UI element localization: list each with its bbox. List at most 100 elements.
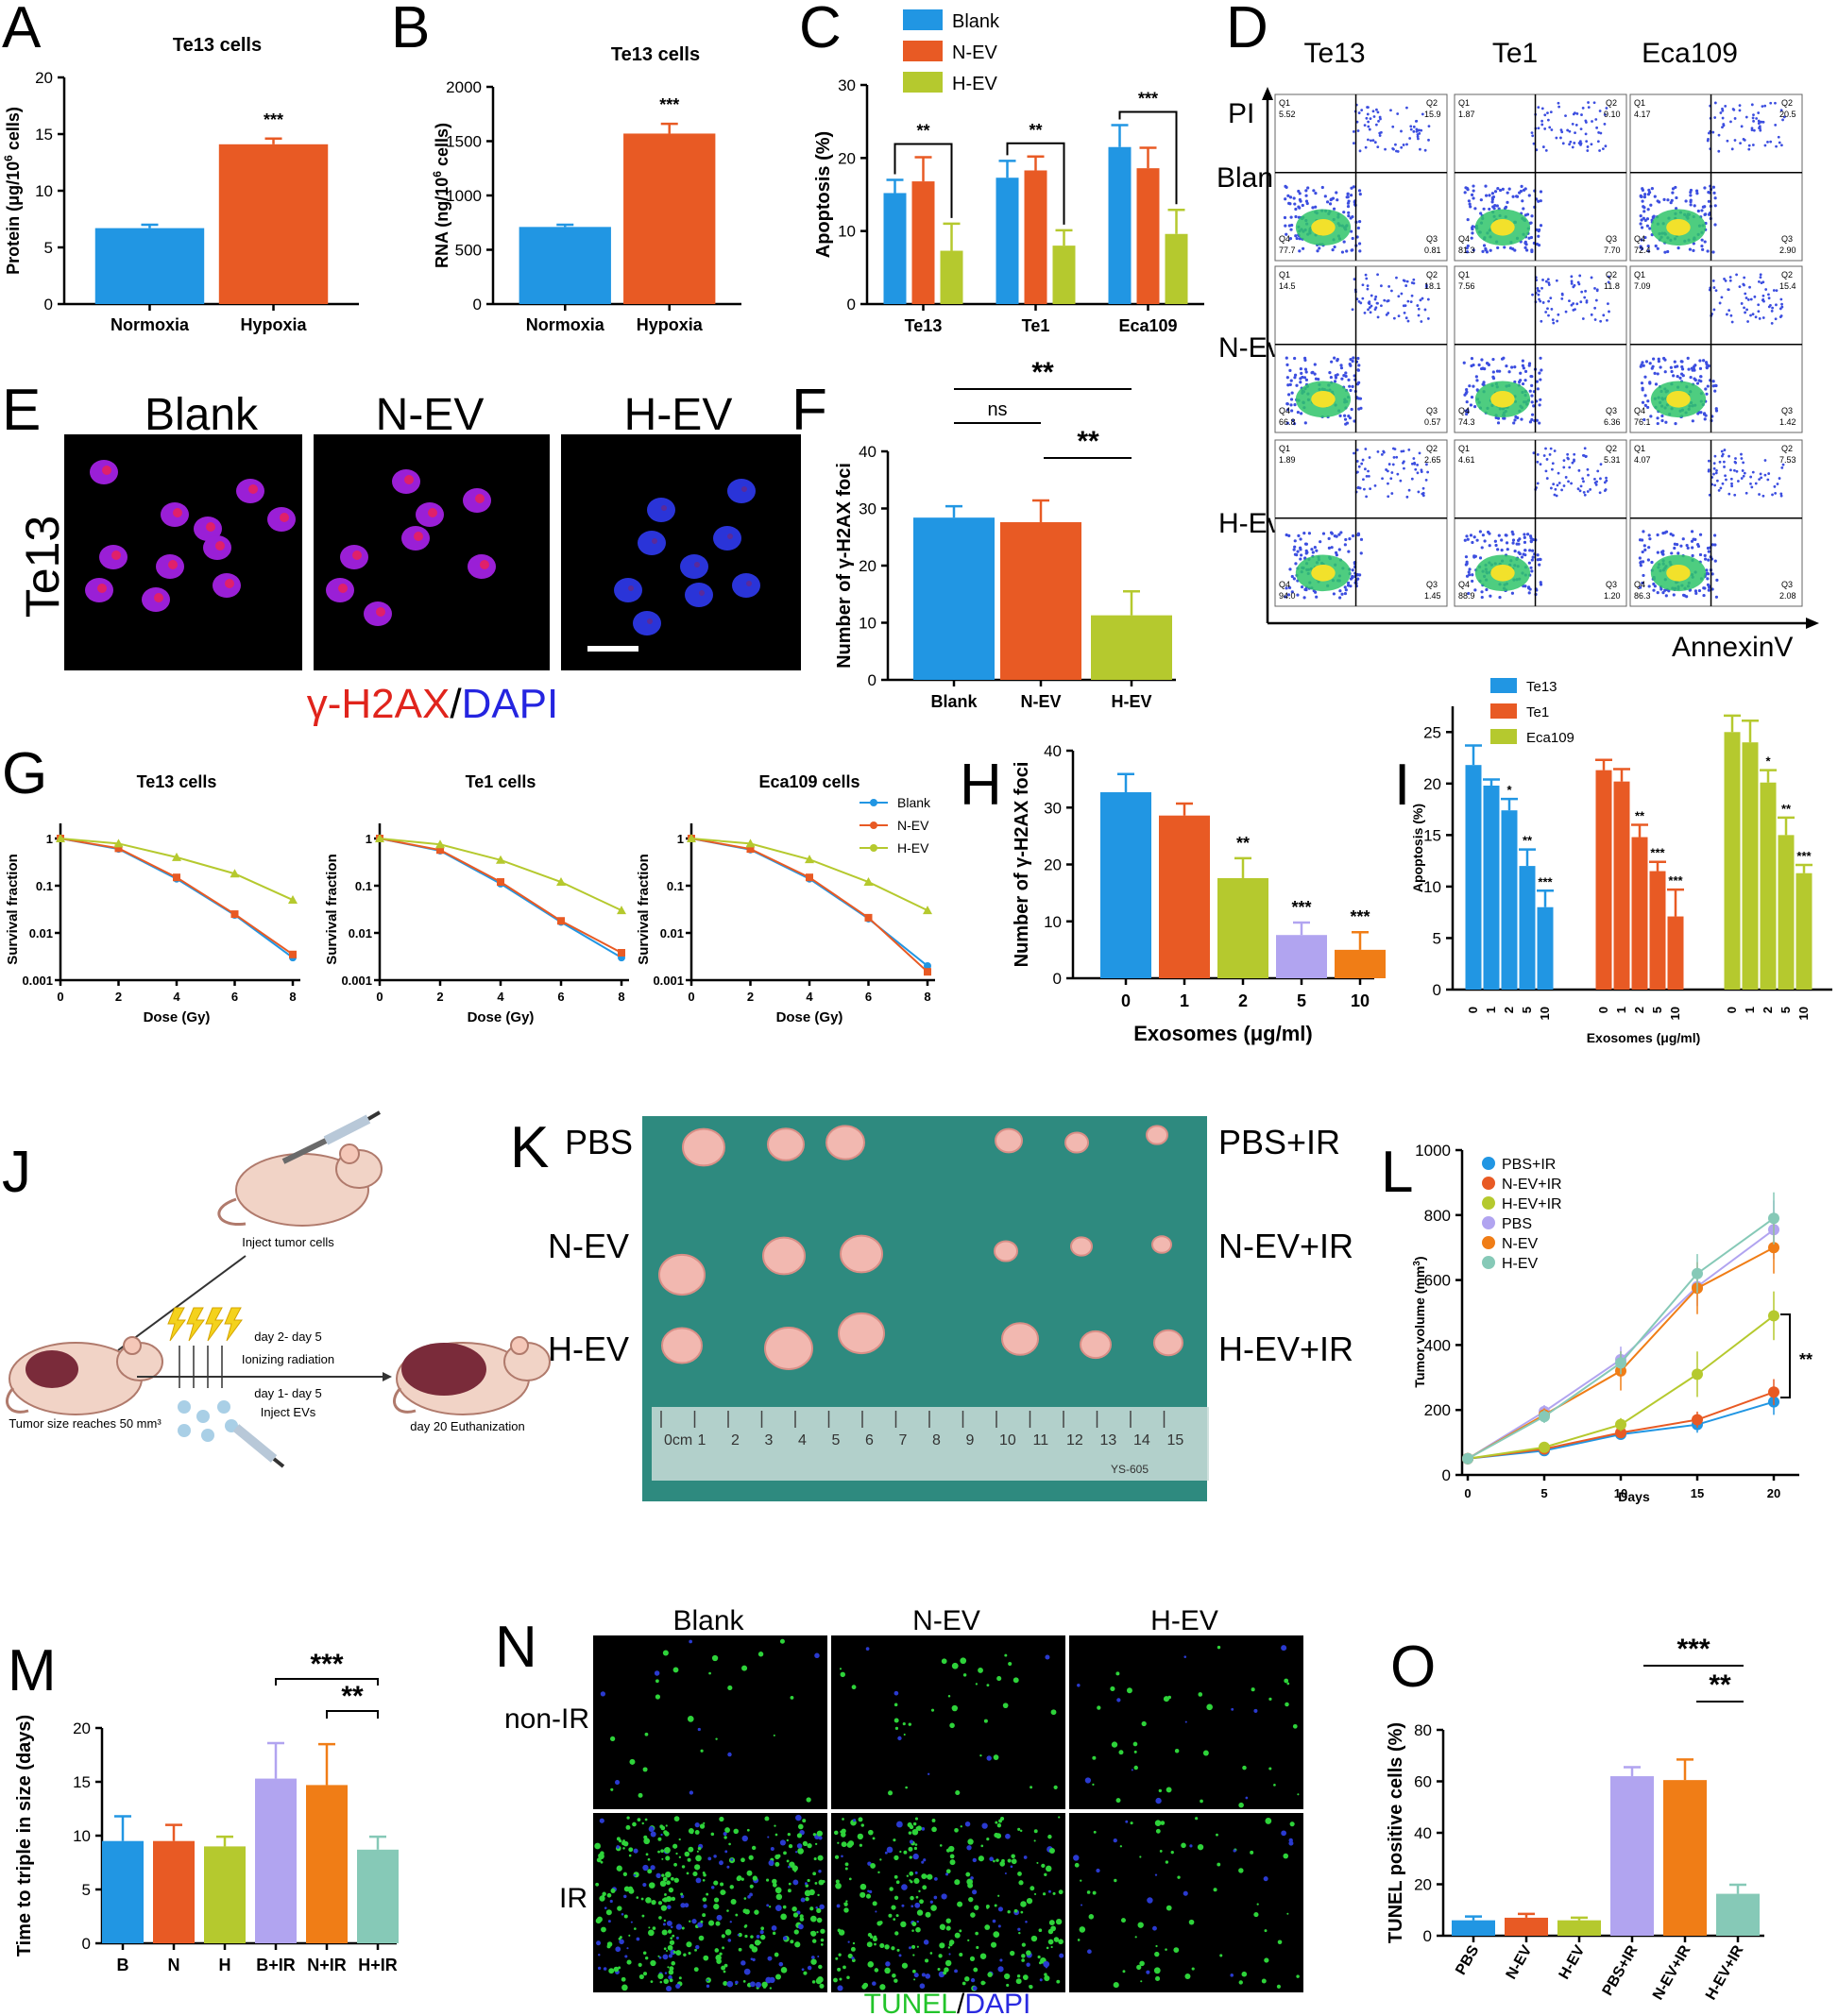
ytick-label: 1 bbox=[366, 832, 372, 846]
q4-value: 81.3 bbox=[1458, 246, 1475, 255]
bar-b+ir bbox=[255, 1778, 297, 1943]
chart-a-title: Te13 cells bbox=[173, 35, 262, 56]
chart-h-ytick-label: 0 bbox=[1053, 970, 1062, 988]
chart-a-protein: Te13 cells 0 5 10 15 20 Normoxia Hypoxia *** Prot… bbox=[2, 35, 359, 334]
bar-pbs bbox=[1452, 1920, 1495, 1936]
bar-n-ev bbox=[1505, 1917, 1548, 1936]
tumor bbox=[1146, 1125, 1168, 1145]
q3-value: 7.70 bbox=[1604, 246, 1621, 255]
x-tick-label: H-EV bbox=[1111, 692, 1151, 711]
q2-value: 5.31 bbox=[1604, 455, 1621, 465]
legend-label: Te13 bbox=[1526, 679, 1557, 695]
legend-marker bbox=[1482, 1196, 1495, 1210]
sig-bracket bbox=[1006, 142, 1065, 225]
x-tick-label: 1 bbox=[1484, 1007, 1498, 1013]
bar-h-ev bbox=[1091, 615, 1172, 680]
j-days-ir: day 2- day 5 bbox=[254, 1330, 322, 1344]
x-tick-label: 2 bbox=[1238, 991, 1248, 1010]
ytick-label: 0.1 bbox=[355, 879, 372, 893]
k-left-nev: N-EV bbox=[548, 1227, 629, 1265]
x-tick-label: Hypoxia bbox=[637, 315, 704, 334]
tumor bbox=[840, 1234, 883, 1274]
k-right-nevir: N-EV+IR bbox=[1218, 1227, 1353, 1265]
panel-label-d: D bbox=[1226, 0, 1268, 60]
sig-label: ** bbox=[1781, 802, 1792, 816]
point bbox=[230, 910, 239, 919]
q1-value: 4.07 bbox=[1634, 455, 1651, 465]
ruler-mark: 8 bbox=[932, 1432, 941, 1448]
tumor bbox=[1070, 1236, 1093, 1257]
chart-h-ytick-label: 40 bbox=[1044, 742, 1062, 760]
sig-label: ** bbox=[1236, 834, 1250, 853]
xtick-label: 6 bbox=[231, 990, 238, 1004]
bar-dose-1 bbox=[1159, 815, 1210, 978]
x-tick-label: 1 bbox=[1614, 1007, 1628, 1013]
xtick-label: 2 bbox=[436, 990, 443, 1004]
legend-swatch bbox=[1490, 729, 1517, 744]
bar-h-ev-te1 bbox=[1052, 246, 1076, 304]
x-tick-label: B bbox=[117, 1956, 129, 1974]
j-arrow-1 bbox=[117, 1255, 247, 1351]
svg-text:Q2: Q2 bbox=[1781, 444, 1793, 453]
chart-o-ylabel: TUNEL positive cells (%) bbox=[1386, 1722, 1406, 1943]
q2-value: 7.53 bbox=[1779, 455, 1796, 465]
chart-b-title: Te13 cells bbox=[611, 44, 700, 65]
q3-value: 0.57 bbox=[1424, 417, 1441, 427]
q4-value: 88.9 bbox=[1458, 591, 1475, 601]
n-col-blank: Blank bbox=[672, 1605, 744, 1636]
q4-value: 76.1 bbox=[1634, 417, 1651, 427]
x-tick-label: N-EV bbox=[1504, 1942, 1536, 1982]
legend-label: PBS+IR bbox=[1502, 1157, 1556, 1173]
xlabel: Dose (Gy) bbox=[468, 1009, 535, 1025]
xtick-label: 8 bbox=[924, 990, 930, 1004]
point bbox=[496, 855, 505, 864]
point bbox=[806, 873, 813, 882]
panel-label-e: E bbox=[2, 378, 41, 443]
bar-eca109-5 bbox=[1778, 835, 1795, 990]
j-inject-tumor: Inject tumor cells bbox=[242, 1235, 334, 1249]
bar-normoxia bbox=[519, 227, 611, 304]
svg-text:Q1: Q1 bbox=[1634, 270, 1645, 280]
x-tick-label: 5 bbox=[1650, 1007, 1664, 1013]
legend-label: PBS bbox=[1502, 1216, 1532, 1232]
tumor bbox=[658, 1253, 706, 1296]
k-ruler bbox=[652, 1407, 1209, 1481]
chart-a-ytick-label: 15 bbox=[35, 126, 53, 144]
panel-label-k: K bbox=[510, 1115, 549, 1180]
bar-eca109-2 bbox=[1760, 782, 1777, 990]
nucleus bbox=[647, 498, 675, 522]
svg-text:Q3: Q3 bbox=[1781, 580, 1793, 589]
sig-label: *** bbox=[1138, 90, 1158, 109]
x-tick-label: Eca109 bbox=[1118, 316, 1177, 335]
point bbox=[864, 913, 873, 922]
q1-value: 4.17 bbox=[1634, 110, 1651, 119]
chart-l-ytick-label: 400 bbox=[1424, 1336, 1451, 1354]
legend-marker bbox=[870, 844, 877, 852]
point bbox=[1615, 1418, 1626, 1431]
point bbox=[288, 895, 298, 905]
bar-n-ev-eca109 bbox=[1136, 168, 1160, 304]
nucleus bbox=[685, 583, 713, 607]
legend-label: H-EV+IR bbox=[1502, 1196, 1562, 1212]
xtick-label: 0 bbox=[688, 990, 694, 1004]
svg-text:Q4: Q4 bbox=[1634, 234, 1645, 244]
point bbox=[436, 846, 444, 855]
bar-te1-5 bbox=[1649, 871, 1666, 990]
svg-text:Q4: Q4 bbox=[1279, 580, 1290, 589]
legend-marker bbox=[1482, 1256, 1495, 1269]
svg-text:Q4: Q4 bbox=[1458, 234, 1470, 244]
bar-te13-2 bbox=[1501, 810, 1518, 990]
bar-n-ev-te13 bbox=[911, 181, 935, 304]
bar-h+ir bbox=[357, 1849, 399, 1943]
chart-l-ylabel: Tumor volume (mm3) bbox=[1412, 1256, 1427, 1387]
n-image-hev-ir bbox=[1069, 1813, 1303, 1992]
bar-te13-10 bbox=[1537, 906, 1554, 990]
ruler-mark: 9 bbox=[966, 1432, 975, 1448]
xlabel: Dose (Gy) bbox=[144, 1009, 211, 1025]
q2-value: 18.1 bbox=[1424, 281, 1441, 291]
bar-h-ev-eca109 bbox=[1165, 233, 1188, 304]
tumor bbox=[838, 1312, 885, 1355]
bar-n-ev+ir bbox=[1663, 1780, 1707, 1936]
chart-m-ytick-label: 0 bbox=[82, 1935, 91, 1953]
e-row-te13: Te13 bbox=[16, 516, 69, 618]
